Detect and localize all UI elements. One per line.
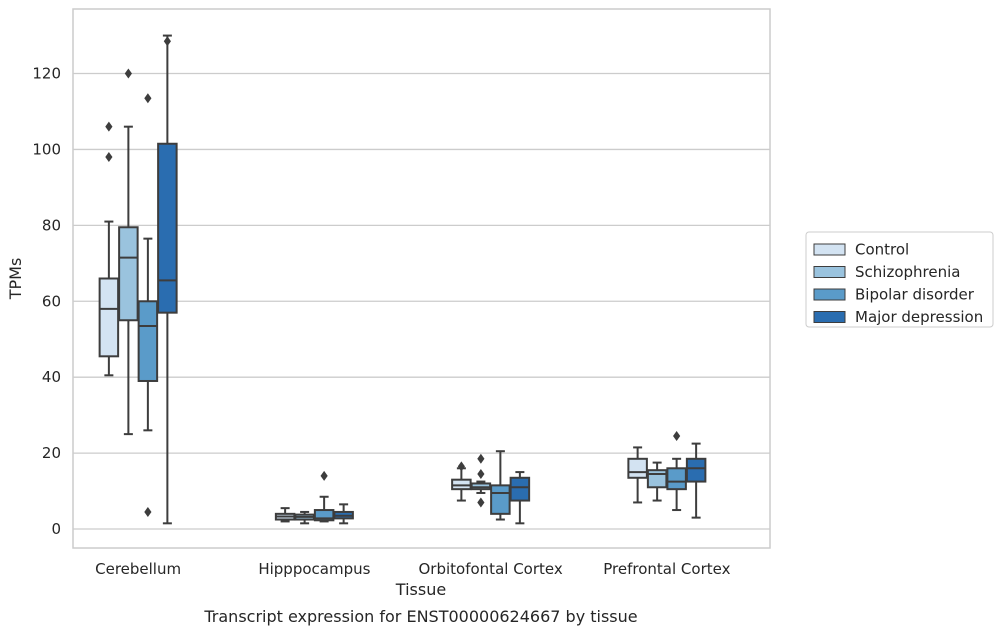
legend-swatch: [813, 311, 846, 323]
box: [333, 503, 354, 525]
y-tick-label: 100: [32, 140, 61, 158]
legend-item: Control: [813, 241, 909, 259]
y-axis-ticks: 0 20 40 60 80 100 120: [32, 65, 61, 538]
box: [666, 431, 687, 512]
outlier-point: [477, 468, 485, 479]
outlier-point: [124, 68, 132, 79]
box: [157, 34, 178, 525]
legend-label: Schizophrenia: [855, 263, 960, 281]
series-schizophrenia: [118, 68, 668, 525]
box: [490, 450, 511, 521]
x-tick-label: Orbitofontal Cortex: [419, 560, 563, 578]
y-tick-label: 80: [42, 216, 61, 234]
outlier-point: [477, 497, 485, 508]
box: [627, 446, 648, 504]
outlier-point: [457, 461, 465, 472]
box: [685, 442, 707, 519]
legend-swatch: [813, 288, 846, 301]
box-body: [490, 484, 511, 515]
box-body: [627, 457, 648, 479]
box-body: [666, 467, 687, 491]
legend-swatch: [813, 266, 846, 278]
legend: Control Schizophrenia Bipolar disorder Majo…: [805, 231, 994, 328]
y-gridlines: [73, 72, 770, 530]
box-body: [646, 469, 668, 489]
box-body: [685, 457, 707, 483]
box: [137, 93, 159, 517]
x-axis-ticks: Cerebellum Hipppocampus Orbitofontal Corte…: [95, 560, 730, 578]
legend-item: Bipolar disorder: [813, 286, 975, 304]
box: [451, 461, 472, 502]
box-body: [157, 142, 178, 314]
plot-area: [72, 8, 771, 549]
y-tick-label: 40: [42, 368, 61, 386]
legend-frame: [805, 231, 994, 328]
legend-item: Schizophrenia: [813, 263, 960, 281]
box: [509, 471, 531, 525]
x-axis-label: Tissue: [395, 580, 446, 599]
legend-label: Major depression: [855, 308, 983, 326]
box-body: [509, 476, 531, 502]
y-tick-label: 60: [42, 292, 61, 310]
legend-label: Control: [855, 241, 909, 259]
box-body: [118, 226, 139, 322]
box-series: [98, 34, 707, 525]
outlier-point: [144, 93, 152, 104]
outlier-point: [105, 152, 113, 163]
box-body: [98, 277, 120, 358]
chart-caption: Transcript expression for ENST0000062466…: [203, 607, 637, 626]
x-tick-label: Cerebellum: [95, 560, 181, 578]
y-tick-label: 120: [32, 65, 61, 83]
box: [118, 68, 139, 436]
legend-label: Bipolar disorder: [855, 286, 975, 304]
box-body: [137, 300, 159, 382]
series-major-depression: [157, 34, 707, 525]
legend-swatch: [813, 243, 846, 256]
series-bipolar-disorder: [137, 93, 687, 523]
y-tick-label: 0: [51, 520, 61, 538]
y-tick-label: 20: [42, 444, 61, 462]
legend-item: Major depression: [813, 308, 983, 326]
outlier-point: [673, 431, 681, 442]
outlier-point: [144, 506, 152, 517]
x-tick-label: Hipppocampus: [258, 560, 370, 578]
x-tick-label: Prefrontal Cortex: [603, 560, 730, 578]
outlier-point: [320, 470, 328, 481]
outlier-point: [163, 36, 171, 47]
y-axis-label: TPMs: [6, 258, 25, 301]
outlier-point: [105, 121, 113, 132]
outlier-point: [477, 453, 485, 464]
